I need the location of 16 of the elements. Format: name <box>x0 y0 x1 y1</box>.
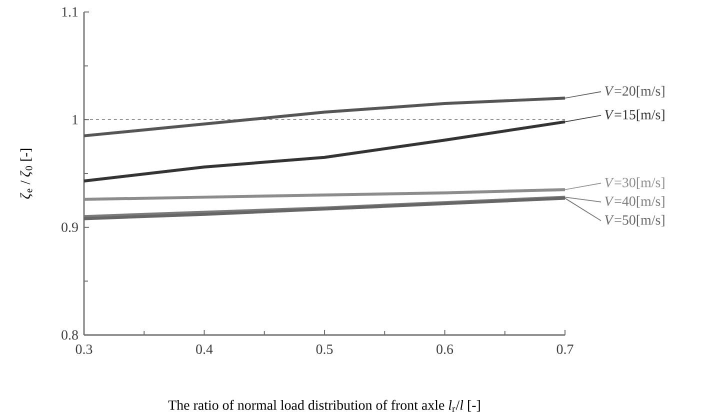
legend-label: V=15[m/s] <box>604 110 664 122</box>
x-tick-label: 0.3 <box>76 344 92 354</box>
x-tick-label: 0.6 <box>436 344 454 354</box>
x-tick-label: 0.7 <box>556 344 574 354</box>
y-tick-label: 1.1 <box>62 7 78 17</box>
legend-label: V=30[m/s] <box>604 177 664 189</box>
y-axis-title: ζ$_{e}$ / ζ$_{0}$ [-] <box>20 148 32 199</box>
y-tick-label: 1 <box>72 115 78 124</box>
x-tick-label: 0.4 <box>196 344 213 354</box>
x-axis-title: The ratio of normal load distribution of front axle l$_{r}$/l [-] <box>168 400 480 412</box>
text: V=50[m/s] <box>604 214 664 226</box>
x-tick-label: 0.5 <box>316 344 333 354</box>
y-tick-label: 0.9 <box>62 222 78 232</box>
legend-label: V=20[m/s] <box>604 86 664 98</box>
legend-label: V=40[m/s] <box>604 196 664 208</box>
y-tick-label: 0.8 <box>62 330 78 340</box>
